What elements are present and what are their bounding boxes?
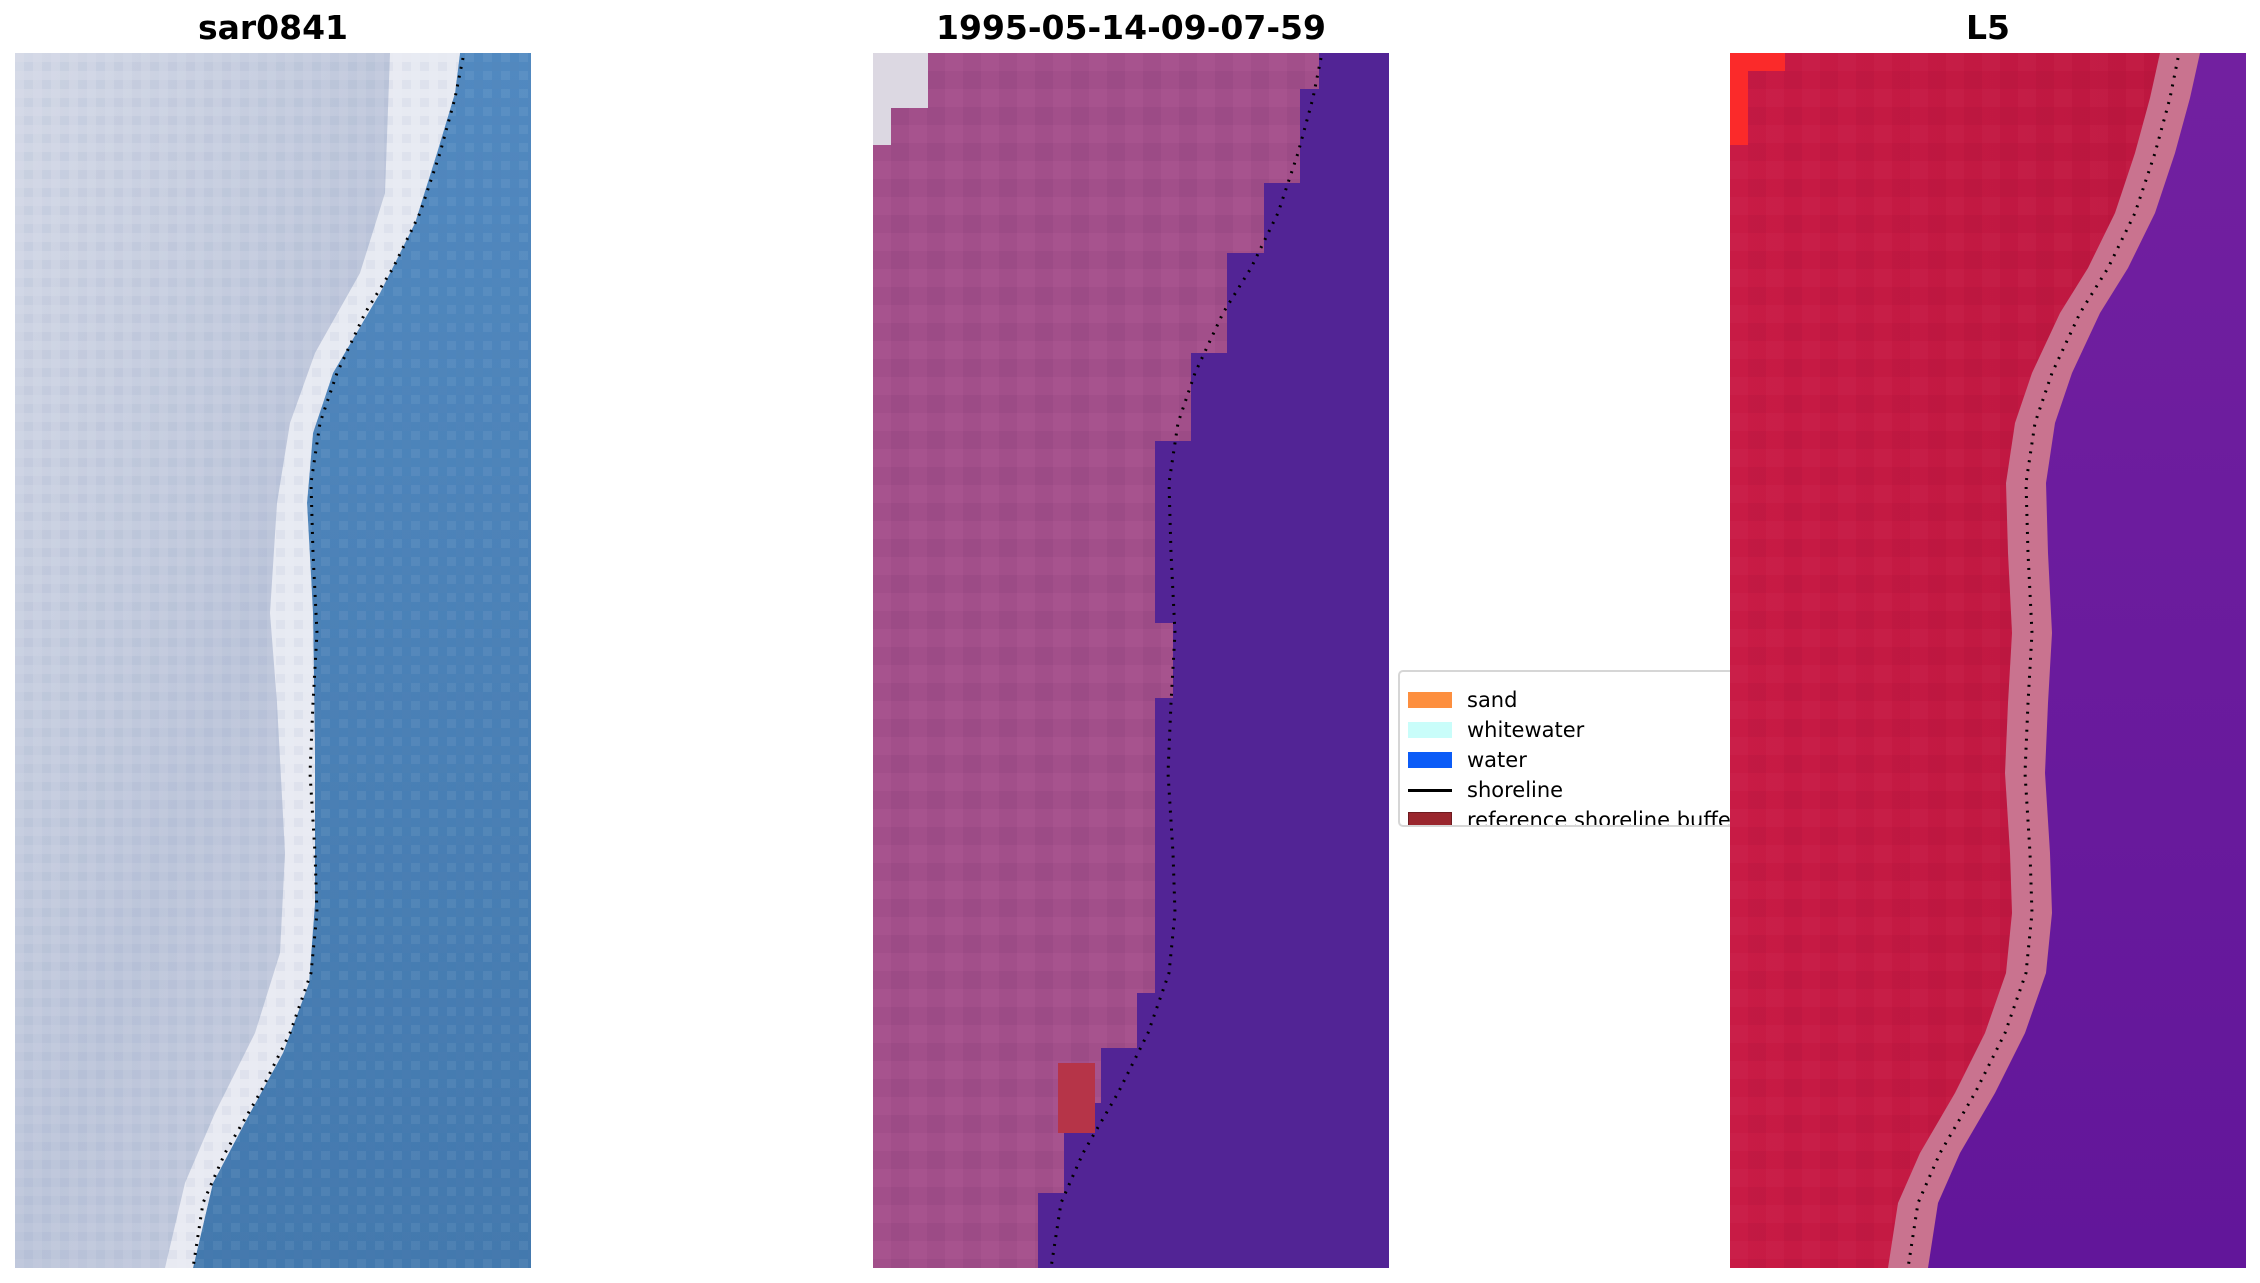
legend-item-sand: sand <box>1408 686 1517 714</box>
legend-label: shoreline <box>1467 778 1564 802</box>
index-image-panel <box>1730 53 2246 1268</box>
rgb-image-panel <box>15 53 531 1268</box>
class-land-texture <box>873 53 1319 1268</box>
legend: sand whitewater water shoreline referenc… <box>1398 670 1748 827</box>
index-top-left-patch <box>1730 53 1785 145</box>
rgb-texture <box>15 53 531 1268</box>
legend-swatch-buffer <box>1408 812 1452 825</box>
legend-label: sand <box>1467 688 1518 712</box>
legend-item-reference-shoreline-buffer: reference shoreline buffer <box>1408 806 1740 827</box>
index-land-texture <box>1730 53 2160 1268</box>
class-top-left-patch <box>873 53 928 145</box>
index-shoreline <box>1906 57 2180 1268</box>
classification-image-panel <box>873 53 1389 1268</box>
legend-label: reference shoreline buffer <box>1467 808 1740 827</box>
legend-swatch-whitewater <box>1408 722 1452 738</box>
index-image <box>1730 53 2246 1268</box>
panel-title-classification: 1995-05-14-09-07-59 <box>936 8 1326 47</box>
legend-item-shoreline: shoreline <box>1408 776 1563 804</box>
legend-label: water <box>1467 748 1527 772</box>
classification-image <box>873 53 1389 1268</box>
legend-swatch-water <box>1408 752 1452 768</box>
legend-swatch-sand <box>1408 692 1452 708</box>
legend-item-water: water <box>1408 746 1527 774</box>
legend-item-whitewater: whitewater <box>1408 716 1584 744</box>
legend-line-shoreline <box>1408 788 1452 792</box>
panel-title-rgb: sar0841 <box>197 8 349 47</box>
panel-title-index: L5 <box>1966 8 2010 47</box>
rgb-image <box>15 53 531 1268</box>
class-shoreline <box>1049 57 1323 1268</box>
rgb-shoreline <box>191 57 465 1268</box>
legend-label: whitewater <box>1467 718 1585 742</box>
class-buffer-patch <box>1058 1063 1095 1133</box>
